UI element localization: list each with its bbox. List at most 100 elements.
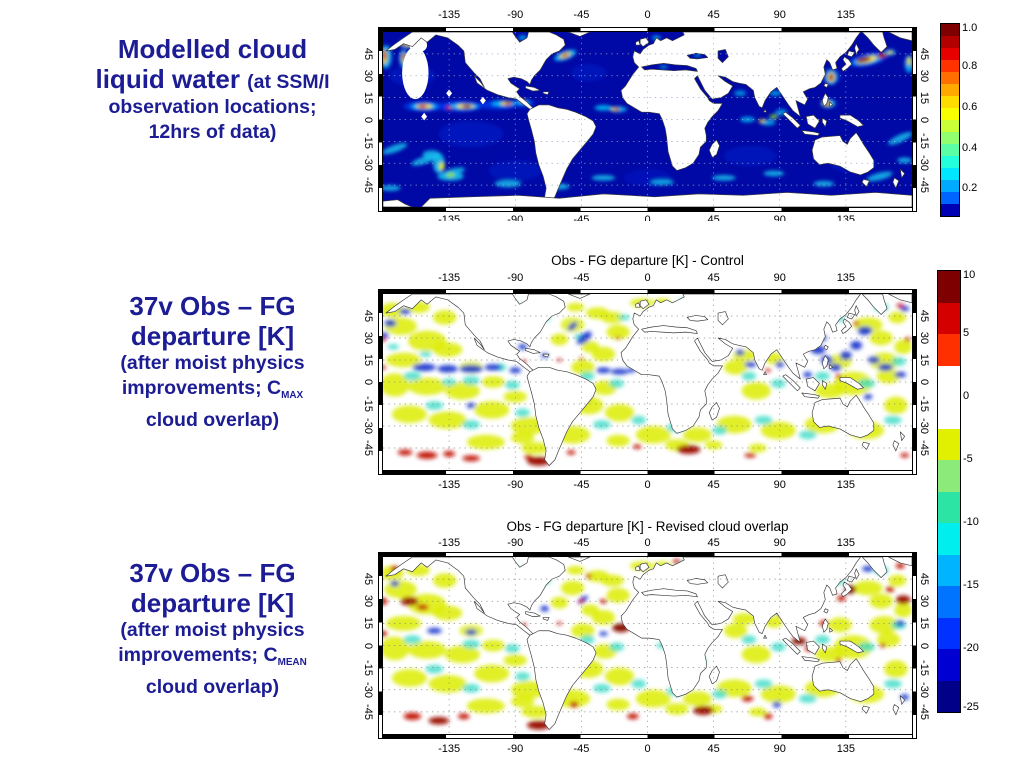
colorbar-segment — [941, 156, 959, 168]
lon-tick-label: -90 — [507, 272, 524, 284]
colorbar-segment — [941, 168, 959, 180]
lon-tick-label: -90 — [507, 537, 524, 549]
lon-tick-label: -45 — [573, 9, 590, 21]
colorbar-tick-label: 5 — [963, 327, 970, 340]
lat-tick-label: -45 — [362, 440, 374, 456]
lon-tick-label: -135 — [438, 214, 461, 221]
map-frame-edge — [378, 734, 917, 739]
caption-line: departure [K] — [130, 588, 295, 618]
colorbar-segment — [938, 334, 960, 366]
colorbar-segment — [938, 302, 960, 334]
caption-line: departure [K] — [130, 321, 295, 351]
caption-line: cloud overlap) — [145, 676, 280, 699]
caption-line: liquid water — [95, 64, 248, 94]
colorbar-segment — [941, 84, 959, 96]
lon-tick-label: -45 — [573, 743, 590, 755]
colorbar-segment — [941, 36, 959, 48]
map-frame-edge — [378, 27, 917, 32]
lon-tick-label: 135 — [836, 479, 856, 491]
lon-tick-label: 90 — [773, 743, 786, 755]
lat-tick-label: -45 — [918, 440, 930, 456]
map-frame-edge — [378, 289, 383, 475]
lon-tick-label: 0 — [644, 9, 651, 21]
lon-tick-label: -90 — [507, 9, 524, 21]
lon-tick-label: 90 — [773, 537, 786, 549]
colorbar-segment — [941, 48, 959, 60]
caption-modelled-cloud: Modelled cloud liquid water (at SSM/I ob… — [40, 34, 385, 145]
lon-tick-label: 45 — [707, 743, 720, 755]
lon-axis-top-map3: -135 -90 -45 0 45 90 135 — [378, 537, 917, 550]
colorbar-segment — [938, 365, 960, 397]
colorbar-segment — [938, 397, 960, 429]
caption-line: Modelled cloud — [117, 34, 308, 64]
lon-tick-label: 45 — [707, 214, 720, 221]
caption-line: 12hrs of data) — [148, 121, 277, 143]
colorbar-tick-label: -5 — [963, 453, 973, 466]
lon-tick-label: 0 — [644, 743, 651, 755]
lon-tick-label: 90 — [773, 214, 786, 221]
colorbar-segment — [941, 144, 959, 156]
lon-tick-label: -45 — [573, 214, 590, 221]
colorbar-tick-label: 1.0 — [962, 21, 978, 34]
colorbar-tick-label: -20 — [963, 641, 979, 654]
lon-axis-bottom-map3: -135 -90 -45 0 45 90 135 — [378, 743, 917, 756]
map-frame-edge — [378, 27, 383, 212]
colorbar-tick-label: 10 — [963, 269, 976, 282]
caption-line: (after moist physics — [120, 352, 305, 374]
map-frame-edge — [912, 27, 917, 212]
caption-obs-fg-cmean: 37v Obs – FG departure [K] (after moist … — [40, 558, 385, 700]
lat-tick-label: -45 — [362, 177, 374, 194]
map-title-control: Obs - FG departure [K] - Control — [551, 253, 744, 268]
colorbar-tick-label: 0 — [963, 390, 970, 403]
map-frame-edge — [912, 289, 917, 475]
lon-tick-label: -45 — [573, 479, 590, 491]
caption-subscript: MEAN — [277, 657, 307, 669]
colorbar-segment — [941, 60, 959, 72]
lon-tick-label: 90 — [773, 9, 786, 21]
lon-tick-label: -45 — [573, 537, 590, 549]
colorbar-segment — [941, 96, 959, 108]
lat-tick-label: -45 — [362, 703, 374, 720]
caption-line: (after moist physics — [120, 619, 305, 641]
lon-tick-label: -135 — [438, 9, 461, 21]
colorbar-segment — [938, 428, 960, 460]
colorbar-segment — [941, 132, 959, 144]
map-obs-fg-departure-revised — [378, 552, 917, 739]
colorbar-segment — [938, 617, 960, 649]
colorbar-tick-label: -15 — [963, 578, 979, 591]
lon-tick-label: -135 — [438, 479, 461, 491]
colorbar-segment — [938, 649, 960, 681]
lon-tick-label: -135 — [438, 272, 461, 284]
map-frame-edge — [378, 552, 917, 557]
lon-tick-label: 45 — [707, 9, 720, 21]
colorbar-segment — [938, 554, 960, 586]
colorbar-tick-label: 0.8 — [962, 60, 978, 72]
lon-tick-label: 135 — [836, 537, 856, 549]
colorbar-segment — [941, 204, 959, 216]
lon-axis-top-map2: -135 -90 -45 0 45 90 135 — [378, 272, 917, 285]
colorbar-segment — [938, 586, 960, 618]
caption-line: cloud overlap) — [145, 409, 280, 432]
caption-subscript: MAX — [281, 390, 304, 402]
caption-line: observation locations; — [108, 96, 317, 118]
colorbar-tick-label: 0.4 — [962, 141, 978, 154]
lon-tick-label: 135 — [836, 214, 856, 221]
map-frame-edge — [378, 207, 917, 212]
lon-tick-label: 45 — [707, 479, 720, 491]
lon-tick-label: 90 — [773, 479, 786, 491]
colorbar-tick-label: 0.2 — [962, 181, 978, 194]
map-frame-edge — [378, 470, 917, 475]
lon-tick-label: 45 — [707, 272, 720, 284]
lon-axis-top-map1: -135 -90 -45 0 45 90 135 — [378, 9, 917, 22]
lon-tick-label: 0 — [644, 479, 651, 491]
lon-tick-label: 135 — [836, 743, 856, 755]
map-frame-edge — [912, 552, 917, 739]
colorbar-cloud-liquid-water — [940, 23, 960, 217]
colorbar-segment — [941, 192, 959, 204]
lon-axis-bottom-map2: -135 -90 -45 0 45 90 135 — [378, 479, 917, 492]
lon-tick-label: 90 — [773, 272, 786, 284]
lon-tick-label: 45 — [707, 537, 720, 549]
colorbar-segment — [941, 120, 959, 132]
map-obs-fg-departure-control — [378, 289, 917, 475]
lon-tick-label: 135 — [836, 272, 856, 284]
